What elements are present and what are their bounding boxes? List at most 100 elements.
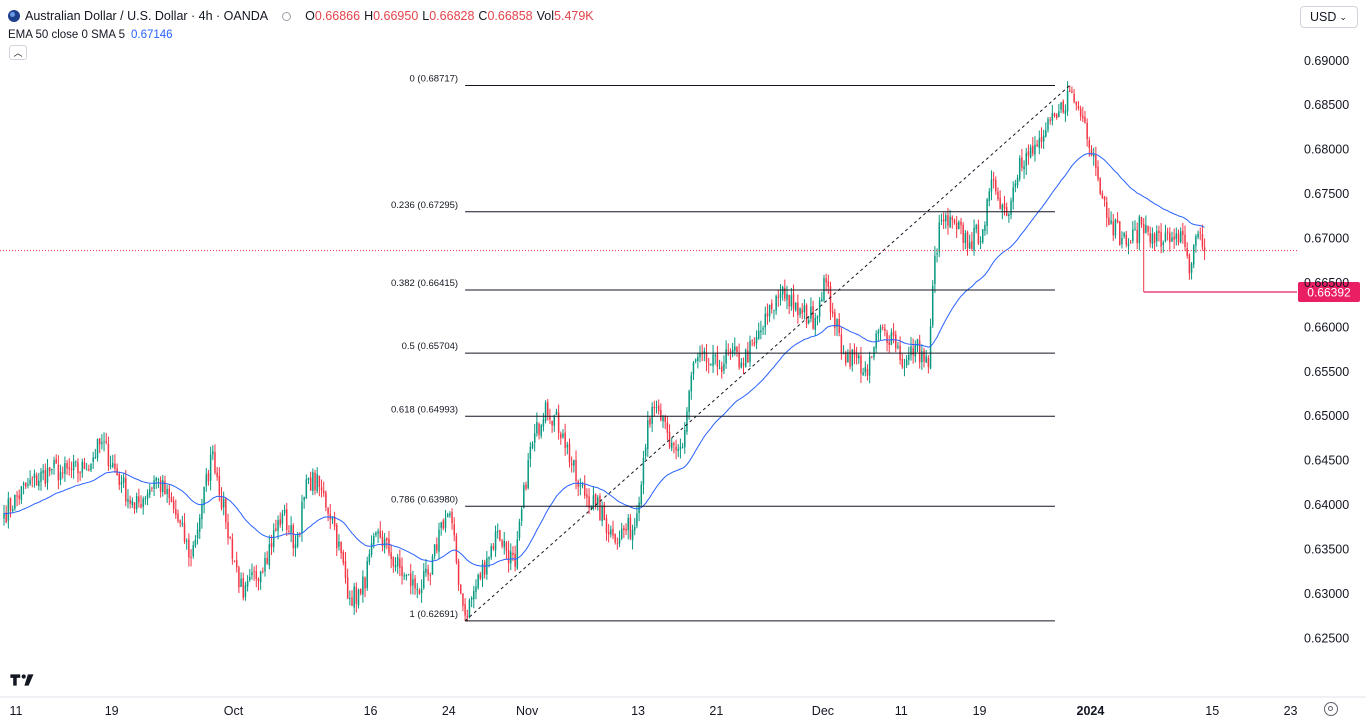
candle-body <box>253 571 255 572</box>
candle-body <box>551 420 553 426</box>
candle-body <box>977 224 980 244</box>
candle-body <box>605 518 608 533</box>
candle-body <box>1062 100 1064 113</box>
candle-body <box>723 363 725 371</box>
candle-body <box>281 513 284 524</box>
candle-body <box>1184 234 1186 247</box>
support-line[interactable]: 0.66392 <box>1143 282 1360 303</box>
support-price-badge[interactable] <box>1298 282 1360 303</box>
candle-body <box>22 483 25 486</box>
candle-body <box>1097 166 1099 180</box>
candle-body <box>631 529 634 541</box>
candle-body <box>140 503 142 508</box>
candle-body <box>879 327 882 333</box>
tradingview-logo-icon[interactable] <box>10 673 36 687</box>
candle-body <box>877 331 880 334</box>
candle-body <box>249 576 251 581</box>
candle-body <box>664 416 666 422</box>
candle-body <box>1077 105 1080 109</box>
high-value: 0.66950 <box>373 9 419 23</box>
candle-body <box>379 530 382 538</box>
candle-body <box>288 530 290 532</box>
candle-body <box>433 544 436 556</box>
candle-body <box>503 540 505 548</box>
candle-body <box>699 353 701 358</box>
candle-body <box>910 346 912 356</box>
fib-level-label: 1 (0.62691) <box>410 609 459 620</box>
currency-selector[interactable]: USD ⌄ <box>1300 6 1358 28</box>
candle-body <box>181 523 184 525</box>
candle-body <box>564 432 566 448</box>
candle-body <box>540 425 542 437</box>
candle-body <box>727 350 730 352</box>
candle-body <box>418 590 421 594</box>
low-label: L <box>422 9 430 23</box>
candle-body <box>1016 177 1019 186</box>
candle-body <box>594 493 597 505</box>
candle-body <box>409 573 412 587</box>
candle-body <box>90 463 92 471</box>
candle-body <box>1147 225 1149 232</box>
candle-body <box>1014 183 1017 187</box>
candle-body <box>425 568 427 573</box>
candle-body <box>1199 232 1201 234</box>
candle-body <box>707 363 710 365</box>
time-tick-label: 2024 <box>1077 704 1105 718</box>
candle-body <box>620 528 623 539</box>
candle-body <box>716 354 719 367</box>
price-tick-label: 0.65000 <box>1304 409 1349 423</box>
candle-body <box>331 517 334 520</box>
candle-body <box>1101 193 1104 199</box>
candle-body <box>647 420 649 450</box>
candle-body <box>105 441 107 443</box>
candle-body <box>1003 203 1006 209</box>
candle-body <box>697 357 699 361</box>
candle-body <box>405 575 408 577</box>
candle-body <box>135 496 138 510</box>
candle-body <box>714 354 716 356</box>
candle-body <box>734 346 736 351</box>
candle-body <box>786 293 788 301</box>
indicator-legend[interactable]: EMA 50 close 0 SMA 5 0.67146 <box>8 29 173 41</box>
candle-body <box>351 597 353 606</box>
candle-body <box>797 302 799 316</box>
candle-body <box>636 513 638 526</box>
candle-body <box>420 588 423 594</box>
candle-body <box>764 313 766 328</box>
candle-body <box>712 354 714 367</box>
candle-body <box>520 509 523 521</box>
candle-body <box>242 577 244 598</box>
candle-body <box>831 311 834 314</box>
collapse-legend-button[interactable]: ︿ <box>9 45 27 60</box>
fib-trend-line[interactable] <box>464 85 1071 622</box>
candle-body <box>577 481 579 487</box>
candle-body <box>1110 220 1112 224</box>
candle-body <box>803 305 806 313</box>
chart-settings-icon[interactable] <box>1324 702 1338 716</box>
candle-body <box>320 487 323 491</box>
candle-body <box>1188 254 1191 274</box>
candle-body <box>362 576 364 595</box>
time-axis[interactable]: 11 19 Oct 16 24 Nov 13 21 Dec 11 19 2024 15 23 <box>10 704 1298 718</box>
candle-body <box>107 443 110 466</box>
candle-body <box>266 558 268 564</box>
candle-body <box>85 469 88 471</box>
candle-body <box>294 544 297 549</box>
symbol-title[interactable]: Australian Dollar / U.S. Dollar · 4h · O… <box>25 9 269 23</box>
candle-body <box>155 477 157 481</box>
candle-body <box>701 353 703 355</box>
candle-body <box>29 479 31 485</box>
chevron-down-icon: ⌄ <box>1339 11 1347 22</box>
candle-body <box>216 472 218 478</box>
candle-body <box>1086 123 1088 140</box>
candle-body <box>188 539 190 558</box>
candle-body <box>366 561 368 588</box>
candle-body <box>1158 230 1160 234</box>
price-axis[interactable]: 0.69000 0.68500 0.68000 0.67500 0.67000 0.665… <box>1304 54 1349 645</box>
candle-body <box>801 309 803 314</box>
fibonacci-retracement[interactable]: 0 (0.68717) 0.236 (0.67295) 0.382 (0.66415… <box>391 73 1071 622</box>
close-label: C <box>478 9 488 23</box>
candle-body <box>1060 102 1062 110</box>
candle-body <box>199 517 201 532</box>
